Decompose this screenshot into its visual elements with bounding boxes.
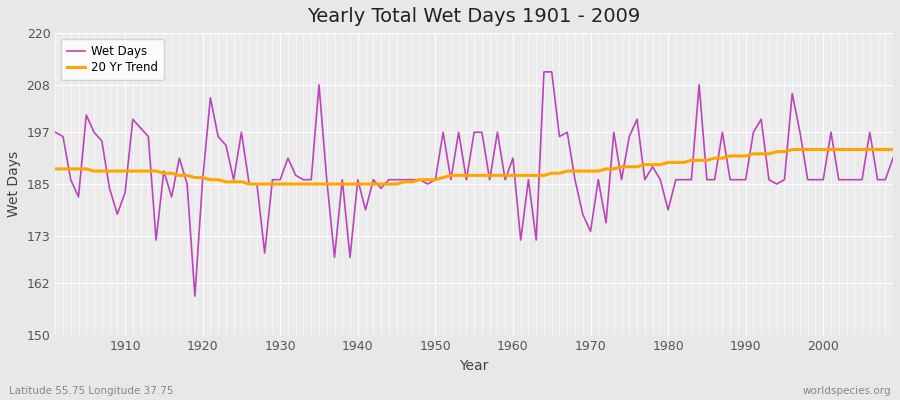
Wet Days (538, 70, 549, 74)
Wet Days (190, 294, 201, 298)
Wet Days (516, 238, 526, 242)
20 Yr Trend (244, 182, 255, 186)
20 Yr Trend (887, 147, 898, 152)
Text: worldspecies.org: worldspecies.org (803, 386, 891, 396)
20 Yr Trend (337, 182, 347, 186)
Title: Yearly Total Wet Days 1901 - 2009: Yearly Total Wet Days 1901 - 2009 (308, 7, 641, 26)
20 Yr Trend (291, 182, 302, 186)
Line: Wet Days: Wet Days (55, 72, 893, 296)
20 Yr Trend (508, 173, 518, 178)
Wet Days (337, 177, 347, 182)
Text: Latitude 55.75 Longitude 37.75: Latitude 55.75 Longitude 37.75 (9, 386, 174, 396)
20 Yr Trend (50, 166, 60, 171)
20 Yr Trend (608, 166, 619, 171)
Y-axis label: Wet Days: Wet Days (7, 151, 21, 217)
X-axis label: Year: Year (460, 359, 489, 373)
Legend: Wet Days, 20 Yr Trend: Wet Days, 20 Yr Trend (61, 39, 164, 80)
Line: 20 Yr Trend: 20 Yr Trend (55, 150, 893, 184)
Wet Days (50, 130, 60, 135)
20 Yr Trend (516, 173, 526, 178)
Wet Days (616, 177, 627, 182)
20 Yr Trend (112, 169, 122, 174)
Wet Days (887, 156, 898, 160)
Wet Days (291, 173, 302, 178)
Wet Days (112, 212, 122, 216)
Wet Days (508, 156, 518, 160)
20 Yr Trend (787, 147, 797, 152)
